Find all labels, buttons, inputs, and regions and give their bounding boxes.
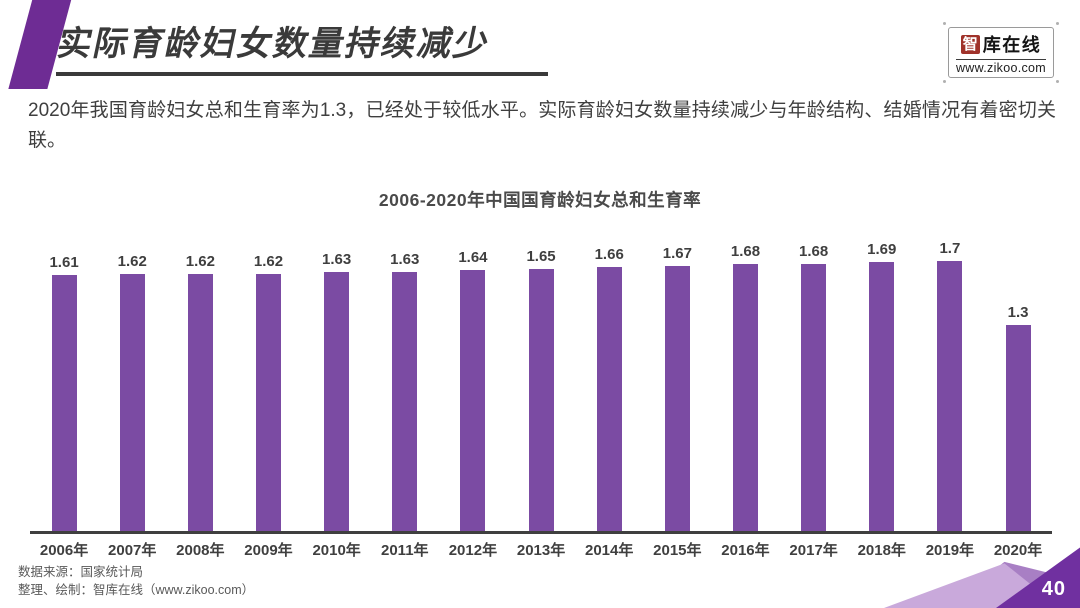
bar-value-label: 1.68 — [799, 242, 829, 260]
logo-brand-text: 库在线 — [982, 35, 1042, 56]
bar-column: 1.64 — [439, 249, 507, 532]
x-axis-tick-label: 2015年 — [653, 542, 702, 559]
bar-value-label: 1.61 — [49, 254, 79, 272]
x-axis-tick-label: 2019年 — [925, 542, 975, 559]
corner-decoration: 40 — [800, 536, 1080, 608]
chart-bar — [460, 270, 486, 532]
logo-corner-dot — [942, 80, 946, 83]
x-axis-tick-label: 2011年 — [381, 542, 429, 559]
bar-column: 1.63 — [303, 251, 371, 532]
x-axis-tick-label: 2007年 — [108, 542, 157, 559]
logo-website: www.zikoo.com — [955, 61, 1046, 75]
bar-column: 1.63 — [371, 251, 439, 532]
bar-value-label: 1.69 — [867, 241, 897, 259]
bar-value-label: 1.66 — [594, 246, 624, 264]
x-axis-tick-label: 2012年 — [448, 542, 498, 559]
x-axis-tick-label: 2010年 — [312, 542, 361, 559]
chart-bar — [664, 265, 690, 532]
bar-value-label: 1.7 — [939, 239, 961, 257]
logo: 智 库在线 www.zikoo.com — [942, 22, 1059, 83]
chart-bar — [119, 273, 145, 532]
bar-value-label: 1.67 — [662, 244, 692, 262]
bar-column: 1.68 — [711, 243, 779, 532]
logo-corner-dot — [942, 22, 946, 25]
bar-column: 1.62 — [166, 252, 234, 532]
bar-value-label: 1.62 — [253, 252, 284, 270]
chart-bar — [324, 271, 350, 532]
page-title-text: 实际育龄妇女数量持续减少 — [53, 25, 495, 63]
x-axis-line — [30, 531, 1052, 534]
x-axis-tick-label: 2006年 — [39, 542, 89, 559]
x-axis-tick-label: 2016年 — [721, 542, 770, 559]
chart-bar — [801, 263, 827, 532]
chart-bar — [937, 260, 963, 532]
logo-corner-dot — [1056, 80, 1059, 83]
footer-source-block: 数据来源：国家统计局 整理、绘制：智库在线（www.zikoo.com） — [18, 563, 254, 599]
bar-column: 1.61 — [30, 254, 98, 532]
bar-column: 1.3 — [984, 304, 1052, 532]
bar-value-label: 1.63 — [390, 250, 420, 268]
chart-bar — [392, 271, 418, 532]
chart-bar — [732, 263, 758, 532]
x-axis-tick-label: 2013年 — [516, 542, 566, 559]
bar-value-label: 1.68 — [730, 242, 761, 260]
bar-value-label: 1.62 — [117, 252, 147, 270]
intro-text: 2020年我国育龄妇女总和生育率为1.3，已经处于较低水平。实际育龄妇女数量持续… — [28, 100, 1056, 151]
credit-line: 整理、绘制：智库在线（www.zikoo.com） — [18, 583, 255, 597]
chart-bar — [51, 275, 77, 532]
x-axis-tick-label: 2014年 — [585, 542, 634, 559]
bar-value-label: 1.3 — [1007, 303, 1029, 321]
chart-title: 2006-2020年中国国育龄妇女总和生育率 — [378, 190, 702, 210]
bar-column: 1.62 — [234, 252, 302, 532]
bar-column: 1.66 — [575, 246, 643, 532]
x-axis-tick-label: 2018年 — [857, 542, 906, 559]
data-source-line: 数据来源：国家统计局 — [18, 565, 144, 579]
chart-bar — [1005, 324, 1031, 532]
bar-column: 1.62 — [98, 252, 166, 532]
bar-column: 1.67 — [643, 244, 711, 532]
bar-value-label: 1.64 — [458, 249, 488, 267]
bar-value-label: 1.65 — [526, 247, 556, 265]
page-number: 40 — [1041, 578, 1066, 600]
bar-value-label: 1.63 — [322, 250, 352, 268]
bar-column: 1.69 — [848, 241, 916, 532]
x-axis-tick-label: 2017年 — [789, 542, 838, 559]
bar-value-label: 1.62 — [185, 252, 215, 270]
x-axis-tick-label: 2009年 — [244, 542, 293, 559]
bar-column: 1.65 — [507, 248, 575, 532]
x-axis-tick-label: 2020年 — [993, 542, 1043, 559]
x-axis-labels: 2006年 2007年 2008年 2009年 2010年 2011年 2012年 2013年… — [30, 539, 1052, 560]
bar-column: 1.7 — [916, 240, 984, 532]
x-axis-tick-label: 2008年 — [176, 542, 225, 559]
logo-corner-dot — [1056, 22, 1059, 25]
bar-plot: 1.61 1.62 1.62 1.62 1.63 1.63 1.64 1.65 1.66 1.67… — [30, 240, 1052, 532]
chart-bar — [528, 268, 554, 532]
chart-bar — [596, 267, 622, 532]
logo-mark: 智 — [960, 34, 980, 54]
chart-bar — [869, 262, 895, 532]
chart-bar — [187, 273, 213, 532]
logo-brand-row: 智 库在线 — [955, 31, 1046, 60]
chart-bar — [255, 273, 281, 532]
bar-column: 1.68 — [780, 243, 848, 532]
page-title: 实际育龄妇女数量持续减少 — [53, 22, 548, 77]
